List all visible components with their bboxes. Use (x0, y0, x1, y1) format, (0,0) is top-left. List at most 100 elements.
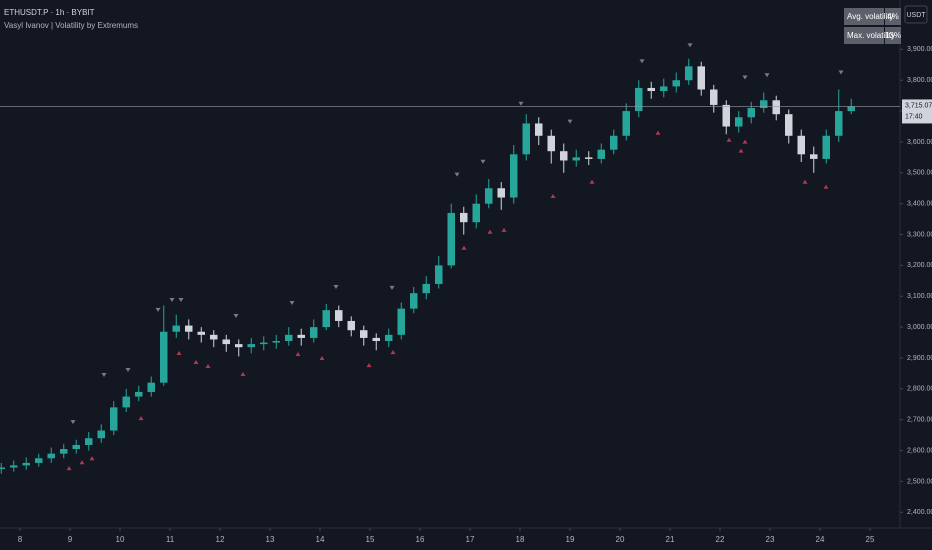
high-marker (389, 285, 395, 290)
high-marker (764, 73, 770, 78)
candle-body (185, 325, 193, 332)
candle-body (360, 330, 368, 338)
candle-body (610, 135, 618, 150)
low-marker (240, 372, 246, 377)
high-marker (70, 420, 76, 425)
candle-body (710, 89, 718, 105)
candle-body (760, 100, 768, 109)
candle-body (22, 462, 30, 466)
candle-body (297, 334, 305, 338)
x-tick-label: 25 (866, 535, 875, 544)
y-tick-label: 3,600.00 (907, 139, 932, 146)
table-value: 13% (885, 31, 901, 40)
high-marker (567, 119, 573, 124)
candle-body (260, 342, 268, 345)
y-tick-label: 2,600.00 (907, 447, 932, 454)
y-tick-label: 3,100.00 (907, 293, 932, 300)
high-marker (742, 75, 748, 80)
candle-body (822, 135, 830, 159)
low-marker (487, 229, 493, 234)
candle-body (797, 135, 805, 155)
high-marker (333, 285, 339, 290)
low-marker (138, 416, 144, 421)
candle-body (635, 87, 643, 112)
countdown-label: 17:40 (905, 113, 923, 120)
candle-body (735, 117, 743, 127)
y-tick-label: 2,400.00 (907, 509, 932, 516)
high-marker (687, 43, 693, 48)
x-tick-label: 17 (466, 535, 475, 544)
candle-body (85, 438, 93, 446)
table-value: 4% (887, 12, 899, 21)
last-price-badge (902, 99, 932, 124)
candle-body (660, 86, 668, 92)
candle-body (685, 66, 693, 81)
last-price-label: 3,715.07 (905, 102, 932, 109)
candle-body (397, 308, 405, 335)
y-tick-label: 2,500.00 (907, 478, 932, 485)
candle-body (160, 331, 168, 383)
low-marker (79, 460, 85, 465)
high-marker (125, 368, 131, 373)
x-tick-label: 11 (166, 535, 175, 544)
y-tick-label: 3,000.00 (907, 324, 932, 331)
low-marker (738, 148, 744, 153)
y-tick-label: 3,800.00 (907, 77, 932, 84)
candle-body (35, 458, 43, 463)
y-tick-label: 2,900.00 (907, 355, 932, 362)
low-marker (205, 364, 211, 369)
candle-body (585, 157, 593, 159)
candle-body (547, 135, 555, 152)
table-cell (844, 8, 884, 25)
x-tick-label: 16 (416, 535, 425, 544)
candle-body (0, 467, 5, 470)
candle-body (535, 123, 543, 136)
candle-body (847, 106, 855, 112)
currency-button[interactable]: USDT (904, 5, 928, 24)
x-tick-label: 14 (316, 535, 325, 544)
candle-body (322, 310, 330, 328)
high-marker (233, 314, 239, 319)
candle-body (722, 104, 730, 127)
x-tick-label: 23 (766, 535, 775, 544)
low-marker (66, 466, 72, 471)
candle-body (147, 382, 155, 392)
candle-body (122, 396, 130, 408)
table-cell (885, 27, 901, 44)
candle-body (497, 188, 505, 198)
x-tick-label: 15 (366, 535, 375, 544)
currency-label[interactable]: USDT (906, 12, 926, 19)
candle-body (785, 114, 793, 136)
table-label: Max. volatility (847, 31, 895, 40)
high-marker (289, 301, 295, 306)
volatility-table: Avg. volatility 4% Max. volatility 13% (844, 8, 901, 44)
candle-body (60, 449, 68, 454)
low-marker (802, 179, 808, 184)
candle-body (447, 212, 455, 266)
low-marker (366, 363, 372, 368)
low-marker (823, 184, 829, 189)
candle-body (110, 407, 118, 431)
indicator-title: Vasyl Ivanov | Volatility by Extremums (4, 21, 138, 30)
x-tick-label: 9 (68, 535, 73, 544)
low-marker (501, 227, 507, 232)
table-label: Avg. volatility (847, 12, 894, 21)
candle-body (135, 391, 143, 397)
symbol-title: ETHUSDT.P · 1h · BYBIT (4, 8, 95, 17)
button-frame[interactable] (904, 5, 928, 24)
x-tick-label: 20 (616, 535, 625, 544)
x-tick-label: 13 (266, 535, 275, 544)
candle-body (347, 320, 355, 331)
high-marker (518, 101, 524, 106)
candle-body (247, 344, 255, 348)
candle-body (410, 293, 418, 309)
candle-body (460, 212, 468, 223)
candle-body (572, 157, 580, 161)
candle-body (72, 445, 80, 450)
y-tick-label: 3,900.00 (907, 46, 932, 53)
candle-body (272, 341, 280, 343)
candle-body (372, 337, 380, 342)
candle-body (435, 265, 443, 284)
